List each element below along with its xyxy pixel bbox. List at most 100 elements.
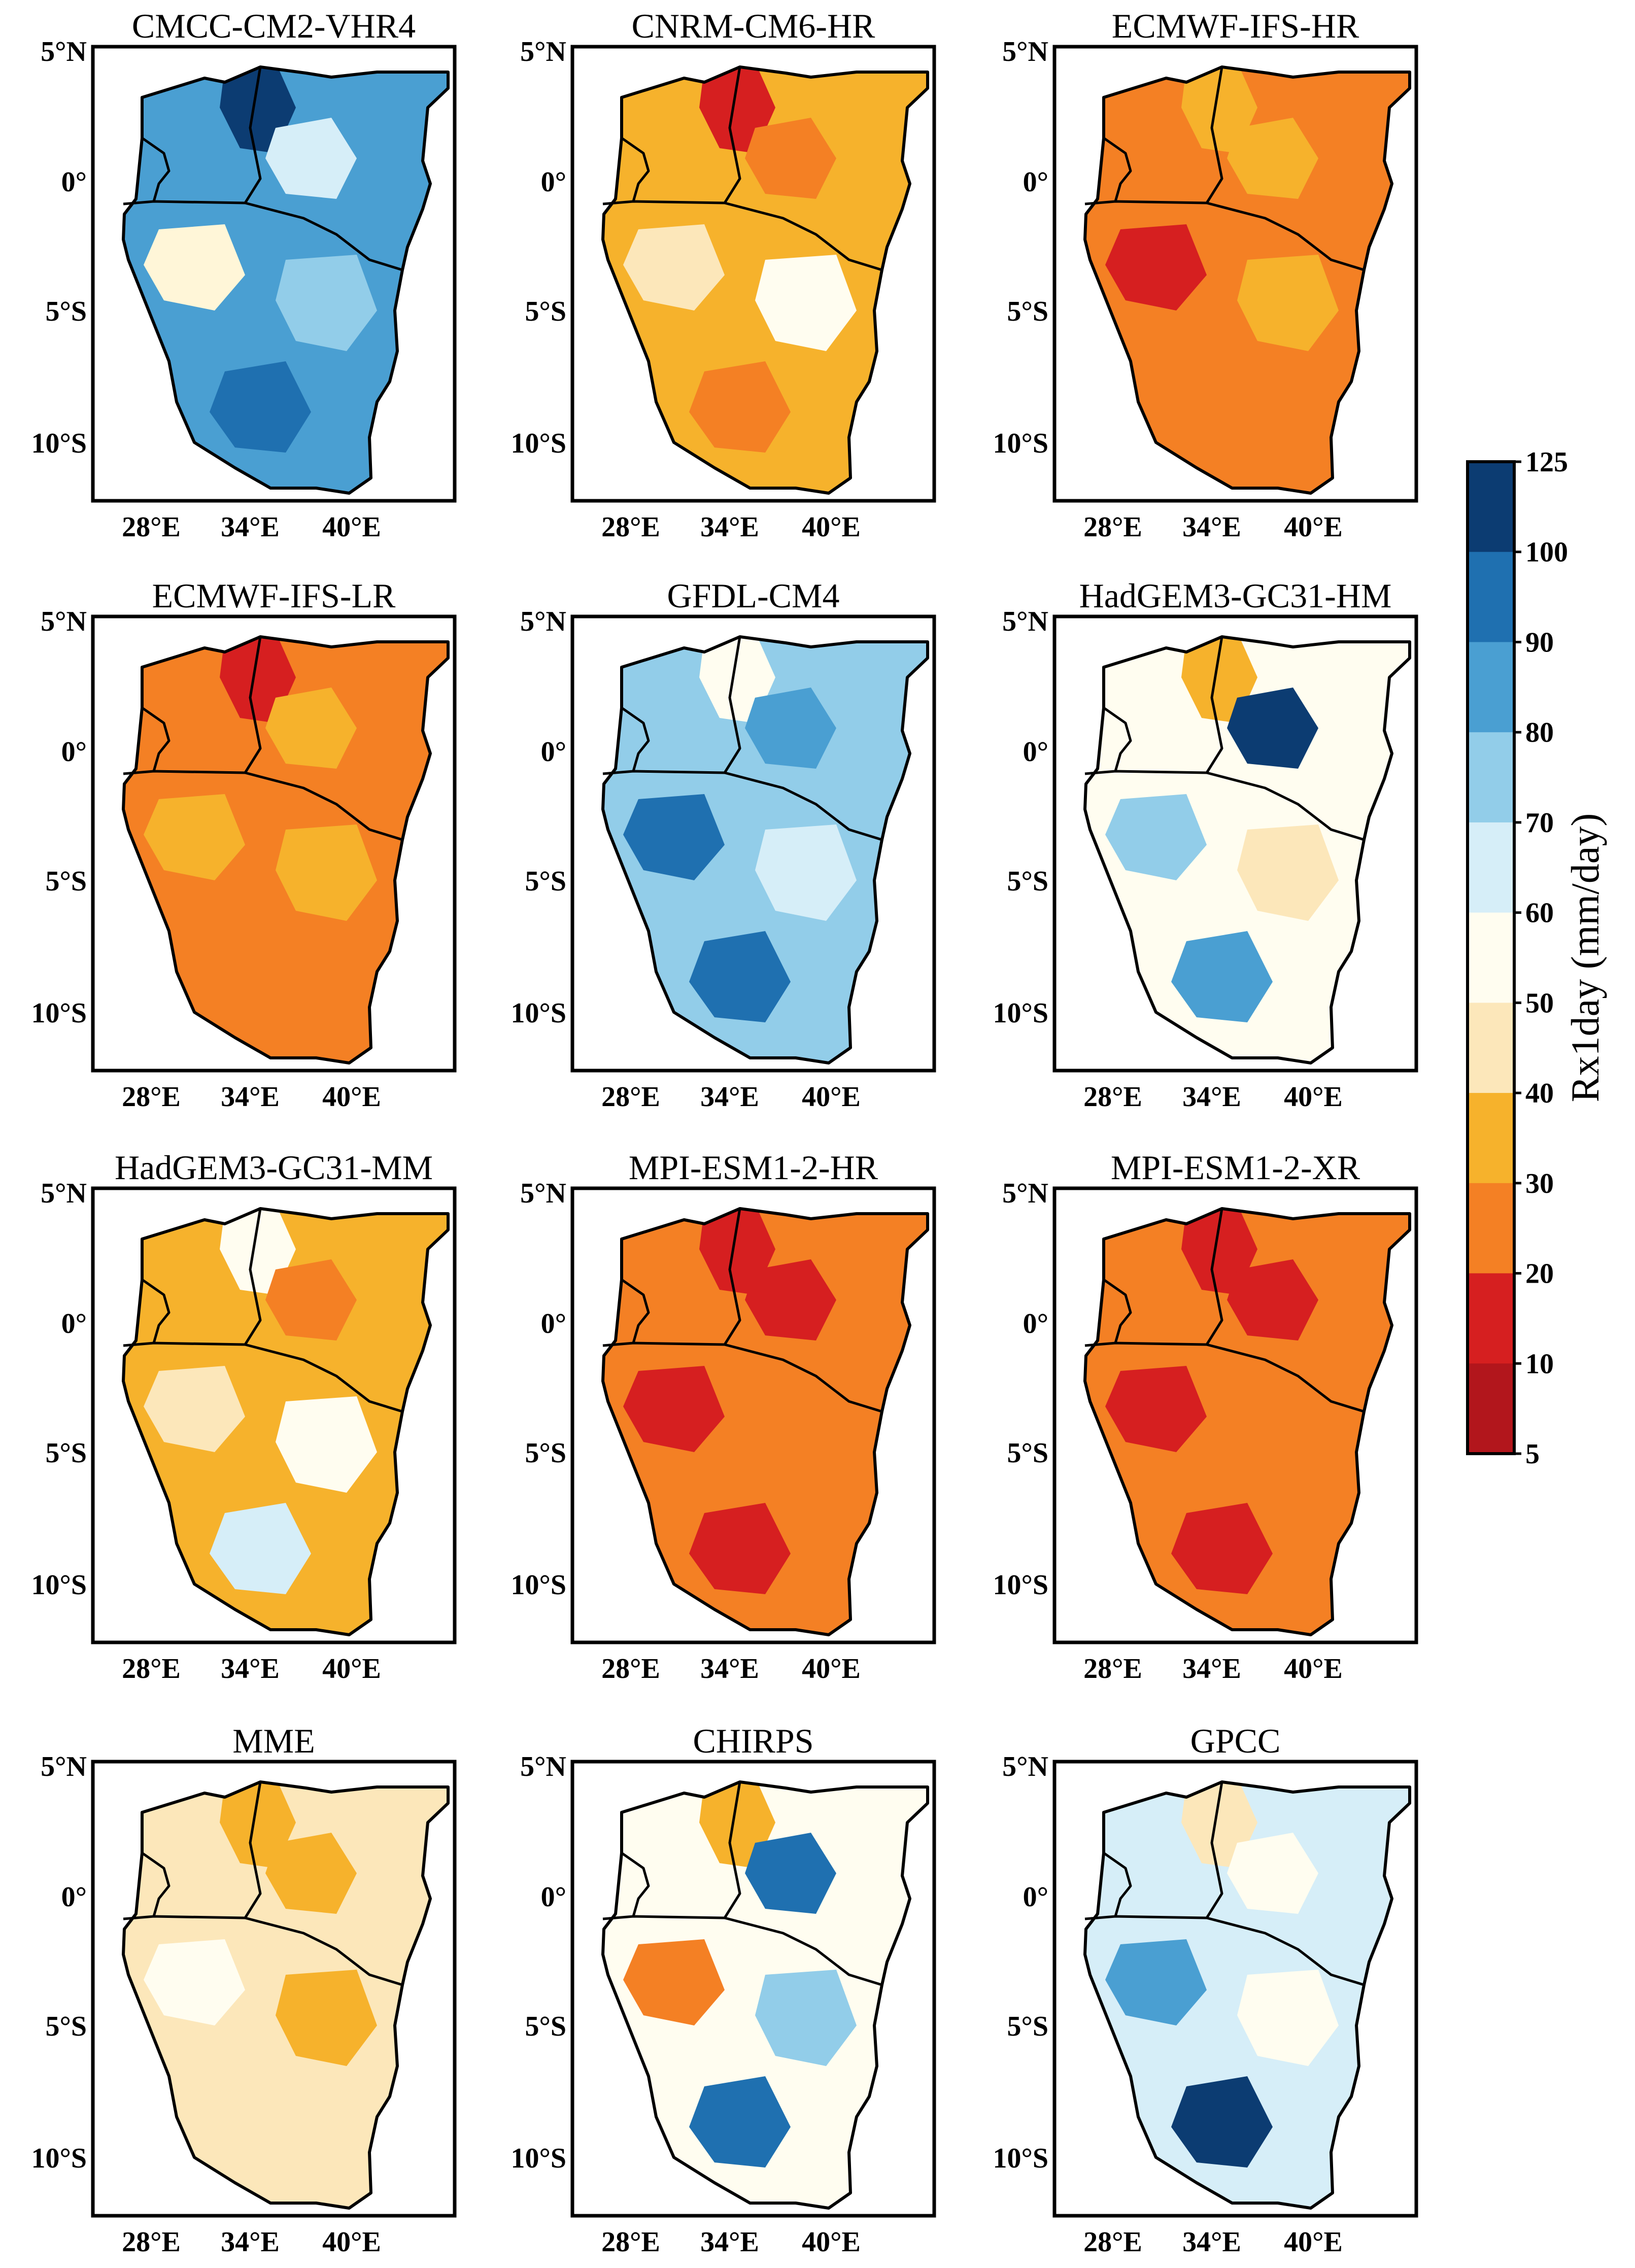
lat-tick-label: 5°S — [1007, 866, 1048, 897]
colorbar: 125 100 90 80 70 60 50 40 30 20 10 5 Rx1day (mm/day) — [1466, 446, 1607, 1470]
country-border — [141, 1278, 171, 1344]
panel-title: MME — [232, 1722, 315, 1760]
colorbar-tick-label: 80 — [1525, 717, 1554, 748]
lat-tick-label: 10°S — [31, 998, 87, 1029]
lon-tick-label: 34°E — [221, 2226, 280, 2258]
panel-frame — [91, 1760, 457, 2218]
lat-tick-label: 10°S — [510, 2143, 566, 2174]
lon-tick-label: 40°E — [1284, 1653, 1343, 1685]
lon-tick-label: 28°E — [1083, 2226, 1142, 2258]
lat-tick-label: 0° — [61, 736, 87, 768]
lat-tick-label: 0° — [541, 1308, 566, 1339]
lon-tick-label: 34°E — [221, 511, 280, 543]
lon-tick-label: 28°E — [122, 1653, 181, 1685]
country-border — [1103, 1851, 1132, 1917]
lat-tick-label: 5°N — [41, 1751, 87, 1782]
country-border — [621, 136, 650, 202]
lon-tick-label: 34°E — [700, 1081, 759, 1113]
colorbar-segment — [1468, 732, 1514, 823]
panel-title: MPI-ESM1-2-XR — [1111, 1148, 1360, 1187]
lat-tick-label: 10°S — [31, 2143, 87, 2174]
country-border — [1103, 136, 1132, 202]
country-border — [621, 706, 650, 772]
contour-patch — [276, 255, 377, 351]
lat-tick-label: 0° — [541, 166, 566, 198]
lon-tick-label: 34°E — [221, 1081, 280, 1113]
country-border — [723, 636, 741, 774]
map-panel: HadGEM3-GC31-MM 5°N 0° 5°S 10°S 28°E 34°E 40°E — [31, 1148, 457, 1685]
contour-patch — [623, 1366, 725, 1452]
map-panel: CNRM-CM6-HR 5°N 0° 5°S 10°S 28°E 34°E 40°E — [510, 7, 936, 543]
lat-tick-label: 0° — [61, 1308, 87, 1339]
panel-frame — [570, 45, 936, 503]
coastline — [601, 65, 929, 495]
colorbar-tick-label: 100 — [1525, 537, 1568, 568]
country-border — [141, 1851, 171, 1917]
panel-title: CNRM-CM6-HR — [632, 7, 875, 45]
country-border — [723, 1208, 741, 1346]
contour-patch — [1237, 1970, 1339, 2066]
lon-tick-label: 40°E — [1284, 511, 1343, 543]
panel-frame — [1052, 45, 1418, 503]
contour-patch — [1171, 1503, 1273, 1594]
colorbar-tick-label: 60 — [1525, 898, 1554, 929]
contour-patch — [265, 688, 357, 769]
panel-title: CHIRPS — [693, 1722, 813, 1760]
lat-tick-label: 10°S — [510, 428, 566, 459]
lat-tick-label: 5°N — [1002, 1178, 1048, 1209]
contour-patch — [1105, 224, 1207, 311]
lat-tick-label: 5°S — [525, 866, 566, 897]
colorbar-frame — [1466, 460, 1516, 1455]
map-panel: HadGEM3-GC31-HM 5°N 0° 5°S 10°S 28°E 34°E 40°E — [993, 576, 1418, 1113]
colorbar-segment — [1468, 822, 1514, 913]
map-panel: MPI-ESM1-2-XR 5°N 0° 5°S 10°S 28°E 34°E 40°E — [993, 1148, 1418, 1685]
contour-patch — [210, 1503, 311, 1594]
map-panel: GFDL-CM4 5°N 0° 5°S 10°S 28°E 34°E 40°E — [510, 576, 936, 1113]
panel-title: HadGEM3-GC31-HM — [1079, 576, 1392, 615]
lon-tick-label: 40°E — [322, 511, 381, 543]
lon-tick-label: 40°E — [322, 1081, 381, 1113]
map-panel: CHIRPS 5°N 0° 5°S 10°S 28°E 34°E 40°E — [510, 1722, 936, 2258]
contour-patch — [1171, 2076, 1273, 2168]
colorbar-segment — [1468, 462, 1514, 553]
contour-patches — [144, 637, 377, 1022]
lon-tick-label: 28°E — [601, 1653, 660, 1685]
lat-tick-label: 5°S — [525, 1437, 566, 1469]
lon-tick-label: 34°E — [221, 1653, 280, 1685]
panel-title: MPI-ESM1-2-HR — [629, 1148, 878, 1187]
country-border — [1205, 636, 1223, 774]
lon-tick-label: 28°E — [122, 511, 181, 543]
colorbar-segment — [1468, 1093, 1514, 1184]
panel-title: ECMWF-IFS-HR — [1112, 7, 1359, 45]
contour-patch — [623, 794, 725, 880]
panel-frame — [570, 1760, 936, 2218]
contour-patches — [1105, 1209, 1339, 1594]
contour-patch — [210, 361, 311, 453]
contour-patch — [1105, 1939, 1207, 2025]
contour-patch — [689, 1503, 791, 1594]
contour-patch — [144, 1366, 245, 1452]
lat-tick-label: 10°S — [510, 1569, 566, 1601]
map-panel: ECMWF-IFS-LR 5°N 0° 5°S 10°S 28°E 34°E 40°E — [31, 576, 457, 1113]
lat-tick-label: 0° — [1023, 1881, 1048, 1913]
map-panel: MME 5°N 0° 5°S 10°S 28°E 34°E 40°E — [31, 1722, 457, 2258]
contour-patch — [1227, 118, 1318, 199]
lon-tick-label: 40°E — [1284, 1081, 1343, 1113]
panel-title: CMCC-CM2-VHR4 — [132, 7, 416, 45]
lat-tick-label: 5°S — [525, 296, 566, 327]
country-border — [1103, 1278, 1132, 1344]
panel-title: HadGEM3-GC31-MM — [115, 1148, 433, 1187]
colorbar-tick-label: 10 — [1525, 1348, 1554, 1380]
panel-title: GFDL-CM4 — [667, 576, 839, 615]
colorbar-segment — [1468, 552, 1514, 642]
colorbar-tick-label: 5 — [1525, 1438, 1540, 1470]
lat-tick-label: 0° — [541, 1881, 566, 1913]
country-border — [244, 66, 262, 204]
colorbar-segment — [1468, 912, 1514, 1003]
map-panel: ECMWF-IFS-HR 5°N 0° 5°S 10°S 28°E 34°E 40°E — [993, 7, 1418, 543]
contour-patch — [745, 1259, 836, 1341]
country-border — [244, 1781, 262, 1919]
contour-patch — [276, 1970, 377, 2066]
contour-patch — [755, 1396, 857, 1493]
country-border — [244, 1208, 262, 1346]
